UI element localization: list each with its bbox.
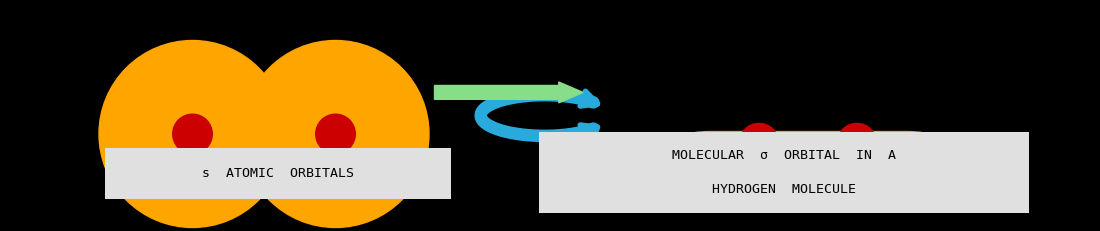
Text: HYDROGEN  MOLECULE: HYDROGEN MOLECULE	[712, 183, 856, 196]
Ellipse shape	[739, 123, 779, 163]
Ellipse shape	[99, 40, 286, 228]
Ellipse shape	[173, 114, 212, 154]
Ellipse shape	[316, 114, 355, 154]
Text: MOLECULAR  σ  ORBITAL  IN  A: MOLECULAR σ ORBITAL IN A	[672, 149, 895, 162]
Ellipse shape	[837, 123, 877, 163]
Bar	[104, 148, 451, 199]
Bar	[539, 132, 1028, 213]
FancyArrow shape	[434, 82, 583, 103]
Ellipse shape	[242, 40, 429, 228]
FancyBboxPatch shape	[688, 131, 930, 156]
Text: s  ATOMIC  ORBITALS: s ATOMIC ORBITALS	[201, 167, 354, 180]
